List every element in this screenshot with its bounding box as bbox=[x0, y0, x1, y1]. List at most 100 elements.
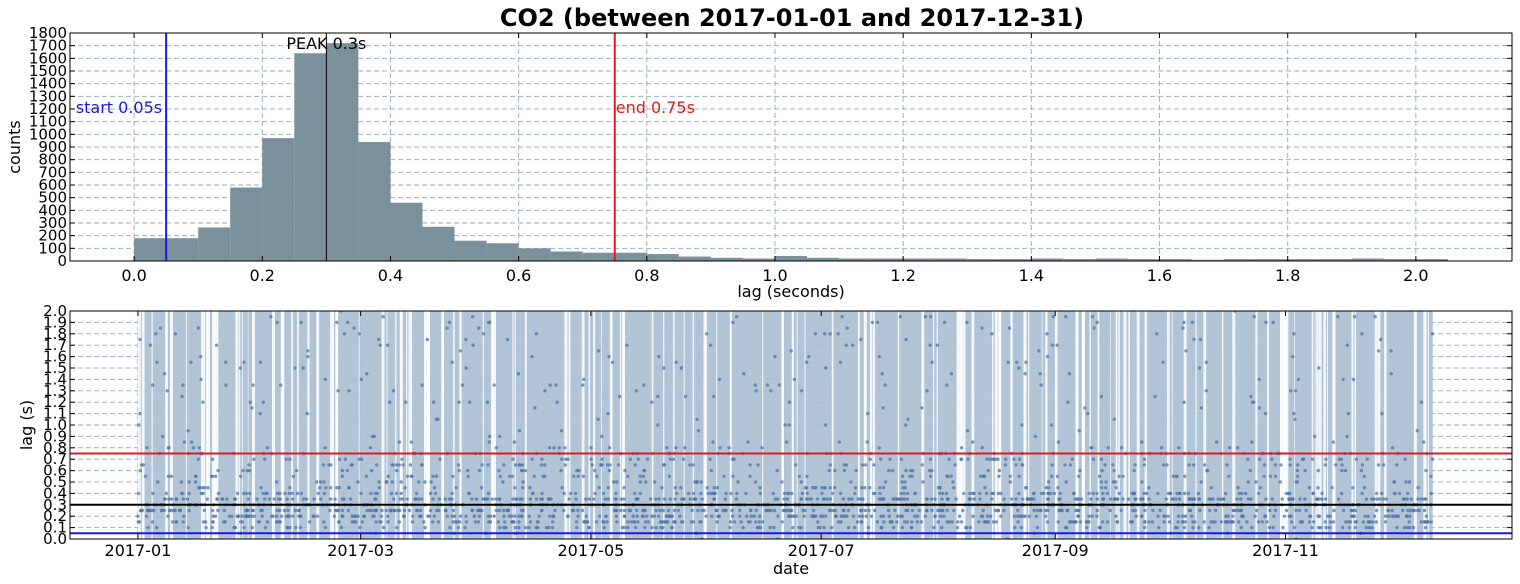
data-point bbox=[1430, 332, 1435, 336]
data-point bbox=[734, 497, 739, 501]
data-point bbox=[610, 360, 615, 364]
y-tick-label: 0.2 bbox=[43, 507, 67, 525]
data-point bbox=[246, 497, 250, 501]
data-gap bbox=[1010, 311, 1013, 539]
histogram-bar bbox=[710, 257, 743, 261]
data-point bbox=[1153, 394, 1157, 399]
data-point bbox=[679, 486, 683, 490]
y-tick-label: 1500 bbox=[29, 62, 67, 80]
data-point bbox=[1293, 389, 1298, 393]
data-point bbox=[1297, 508, 1302, 513]
data-point bbox=[163, 497, 167, 501]
data-point bbox=[1352, 514, 1357, 518]
data-point bbox=[540, 497, 544, 501]
data-point bbox=[769, 508, 773, 513]
data-point bbox=[368, 508, 372, 513]
data-point bbox=[523, 525, 528, 530]
data-point bbox=[1295, 480, 1300, 484]
data-point bbox=[977, 520, 981, 524]
data-point bbox=[182, 440, 187, 444]
data-point bbox=[1099, 486, 1104, 490]
data-point bbox=[925, 497, 929, 501]
data-point bbox=[979, 514, 984, 518]
data-point bbox=[895, 520, 899, 524]
data-point bbox=[1076, 508, 1081, 513]
data-point bbox=[986, 468, 990, 473]
histogram-bar bbox=[454, 240, 487, 261]
data-point bbox=[959, 457, 964, 461]
chart-title: CO2 (between 2017-01-01 and 2017-12-31) bbox=[500, 4, 1084, 32]
data-point bbox=[650, 525, 654, 530]
data-point bbox=[1216, 497, 1220, 501]
data-point bbox=[614, 508, 618, 513]
data-point bbox=[1376, 463, 1381, 467]
y-tick-label: 0.1 bbox=[43, 519, 67, 537]
data-point bbox=[904, 508, 908, 513]
data-point bbox=[873, 508, 877, 513]
y-tick-label: 1600 bbox=[29, 49, 67, 67]
data-point bbox=[949, 372, 954, 376]
data-point bbox=[533, 406, 537, 410]
data-point bbox=[824, 366, 828, 370]
data-point bbox=[613, 497, 617, 501]
data-point bbox=[1371, 520, 1375, 524]
data-point bbox=[248, 400, 252, 404]
y-tick-label: 1400 bbox=[29, 75, 67, 93]
histogram-bar bbox=[230, 187, 263, 261]
data-point bbox=[402, 514, 406, 518]
data-point bbox=[690, 508, 694, 513]
data-point bbox=[448, 525, 452, 530]
data-point bbox=[397, 520, 402, 524]
data-point bbox=[773, 354, 777, 359]
data-point bbox=[137, 423, 141, 427]
data-point bbox=[1230, 520, 1234, 524]
data-point bbox=[246, 514, 250, 518]
data-point bbox=[1191, 497, 1196, 501]
data-point bbox=[1219, 520, 1224, 524]
data-gap bbox=[238, 311, 241, 539]
data-point bbox=[1057, 497, 1061, 501]
data-point bbox=[329, 497, 333, 501]
data-gap bbox=[151, 311, 153, 539]
data-point bbox=[878, 486, 882, 490]
data-point bbox=[1100, 468, 1104, 473]
data-point bbox=[146, 525, 150, 530]
data-point bbox=[1407, 525, 1412, 530]
data-gap bbox=[1354, 311, 1357, 539]
data-point bbox=[182, 514, 186, 518]
data-point bbox=[1056, 486, 1060, 490]
data-point bbox=[136, 491, 141, 496]
data-gap bbox=[424, 311, 429, 539]
data-point bbox=[1367, 520, 1371, 524]
data-point bbox=[882, 520, 886, 524]
data-point bbox=[494, 497, 498, 501]
data-point bbox=[866, 525, 871, 530]
data-point bbox=[667, 474, 672, 478]
data-point bbox=[238, 366, 243, 370]
data-point bbox=[205, 497, 210, 501]
data-point bbox=[1243, 491, 1248, 496]
data-point bbox=[668, 497, 672, 501]
data-point bbox=[1207, 497, 1211, 501]
data-point bbox=[1271, 525, 1275, 530]
data-point bbox=[517, 514, 521, 518]
data-point bbox=[668, 514, 672, 518]
data-point bbox=[240, 514, 244, 518]
x-tick-label: 2017-07 bbox=[788, 541, 855, 560]
data-point bbox=[1401, 508, 1405, 513]
data-point bbox=[1419, 497, 1424, 501]
data-point bbox=[528, 486, 532, 490]
data-point bbox=[728, 525, 732, 530]
data-gap bbox=[1203, 311, 1207, 539]
histogram-bar bbox=[1383, 259, 1416, 261]
data-point bbox=[198, 486, 202, 490]
data-point bbox=[1430, 457, 1435, 461]
data-point bbox=[464, 514, 468, 518]
data-point bbox=[544, 525, 549, 530]
data-point bbox=[1424, 514, 1429, 518]
data-point bbox=[940, 508, 944, 513]
data-point bbox=[486, 491, 491, 496]
data-point bbox=[364, 474, 369, 478]
data-point bbox=[1126, 497, 1131, 501]
